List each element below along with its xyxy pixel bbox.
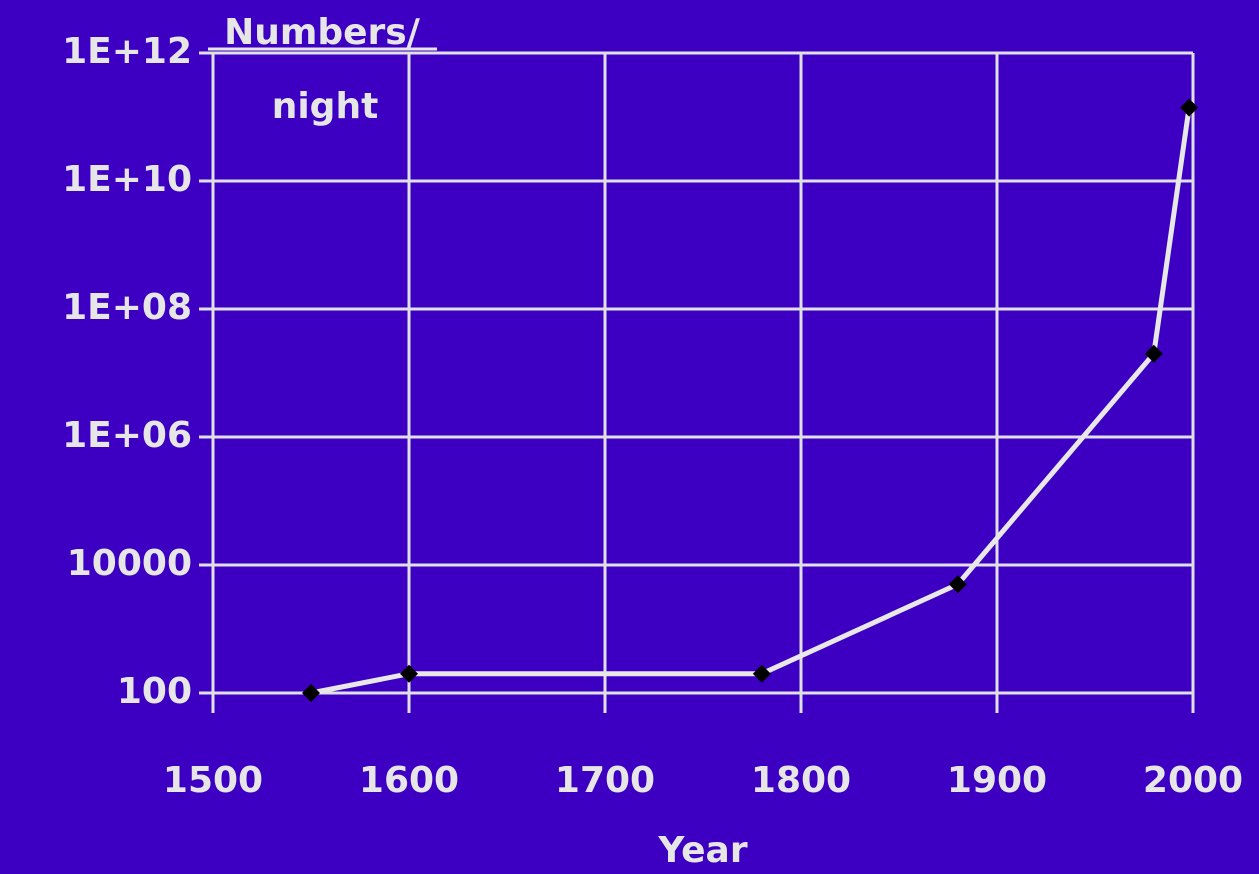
series-line bbox=[310, 107, 1192, 696]
data-point bbox=[302, 684, 320, 702]
y-axis-label: night bbox=[272, 86, 379, 127]
x-tick-label: 2000 bbox=[1143, 760, 1243, 801]
x-tick-label: 1500 bbox=[163, 760, 263, 801]
y-tick-label: 1E+10 bbox=[62, 159, 192, 200]
x-tick-label: 1900 bbox=[947, 760, 1047, 801]
x-axis-label: Year bbox=[657, 830, 747, 871]
data-point bbox=[400, 664, 418, 683]
x-tick-label: 1600 bbox=[359, 760, 459, 801]
y-tick-label: 1E+12 bbox=[62, 31, 192, 72]
data-point bbox=[948, 575, 967, 594]
y-tick-label: 1E+08 bbox=[62, 287, 192, 328]
data-point bbox=[1180, 98, 1199, 117]
y-tick-label: 100 bbox=[117, 671, 192, 712]
x-tick-label: 1700 bbox=[555, 760, 655, 801]
y-axis-label: Numbers/ bbox=[224, 12, 421, 53]
data-point bbox=[752, 664, 771, 683]
y-tick-label: 10000 bbox=[67, 543, 192, 584]
data-point bbox=[1144, 344, 1163, 363]
y-tick-label: 1E+06 bbox=[62, 415, 192, 456]
x-tick-label: 1800 bbox=[751, 760, 851, 801]
